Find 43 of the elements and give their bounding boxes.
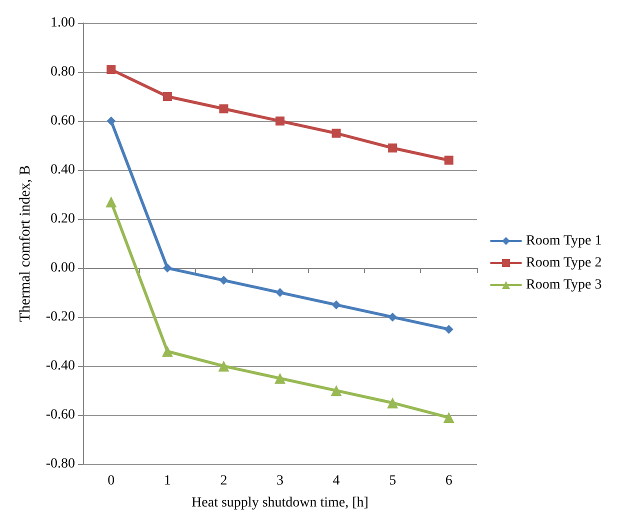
x-tick-label: 5 bbox=[389, 474, 396, 489]
y-tick-label: 0.40 bbox=[50, 162, 75, 178]
x-tick-label: 4 bbox=[332, 474, 340, 489]
y-tick-label: -0.60 bbox=[46, 408, 75, 423]
x-tick-label: 6 bbox=[445, 474, 452, 489]
point bbox=[106, 65, 116, 74]
legend-label: Room Type 3 bbox=[526, 278, 602, 292]
point bbox=[106, 116, 116, 126]
point bbox=[276, 116, 284, 126]
x-tick-label: 3 bbox=[276, 474, 284, 489]
point bbox=[219, 276, 228, 285]
legend-label: Room Type 2 bbox=[526, 256, 602, 270]
x-tick-label: 1 bbox=[164, 474, 171, 489]
point bbox=[444, 324, 454, 334]
point bbox=[219, 104, 228, 114]
point bbox=[276, 288, 284, 298]
point bbox=[332, 128, 341, 138]
y-tick-label: -0.80 bbox=[46, 456, 75, 472]
point bbox=[162, 92, 172, 102]
y-tick-label: 1.00 bbox=[50, 16, 75, 30]
x-axis-title: Heat supply shutdown time, [h] bbox=[192, 496, 368, 510]
y-tick-label: 0.80 bbox=[50, 64, 75, 80]
y-tick-label: -0.40 bbox=[46, 358, 75, 374]
point bbox=[218, 360, 230, 372]
point bbox=[162, 264, 172, 273]
point bbox=[274, 372, 286, 384]
y-tick-label: 0.00 bbox=[50, 260, 75, 276]
y-tick-label: -0.20 bbox=[46, 310, 75, 325]
y-tick-label: 0.20 bbox=[50, 212, 75, 227]
point bbox=[332, 300, 341, 310]
x-tick-label: 2 bbox=[220, 474, 228, 489]
point bbox=[388, 312, 398, 322]
point bbox=[444, 156, 454, 165]
y-tick-label: 0.60 bbox=[50, 114, 75, 129]
x-tick-label: 0 bbox=[108, 474, 115, 489]
point bbox=[387, 397, 398, 408]
point bbox=[162, 346, 173, 357]
point bbox=[443, 412, 454, 424]
point bbox=[388, 143, 398, 152]
legend-label: Room Type 1 bbox=[526, 234, 602, 248]
point bbox=[106, 196, 117, 208]
y-axis-title: Thermal comfort index, В bbox=[18, 165, 34, 322]
point bbox=[330, 385, 342, 396]
